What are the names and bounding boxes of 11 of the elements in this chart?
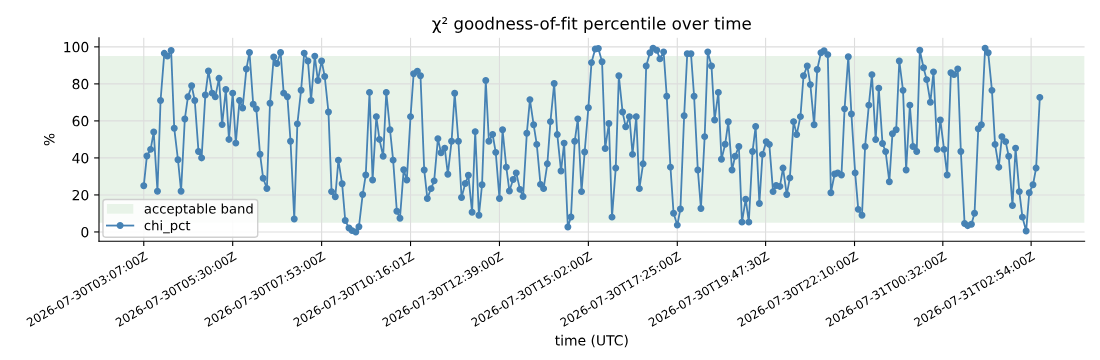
x-axis-title: time (UTC) (555, 334, 628, 348)
band-label: acceptable band (144, 203, 253, 217)
y-tick-label: 40 (72, 152, 89, 164)
y-tick-label: 0 (81, 226, 89, 238)
y-axis-title: % (44, 133, 55, 146)
y-tick-label: 100 (64, 41, 89, 53)
y-tick-label: 60 (72, 115, 89, 127)
y-tick-label: 80 (72, 78, 89, 90)
legend-label: chi_pct (144, 220, 191, 234)
chart-title: χ² goodness-of-fit percentile over time (432, 16, 751, 33)
y-tick-label: 20 (72, 189, 89, 201)
